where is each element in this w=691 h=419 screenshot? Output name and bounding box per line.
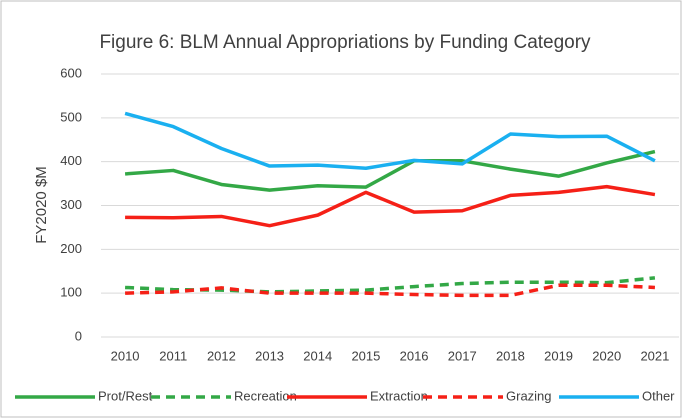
x-tick-label: 2014 [303, 348, 332, 363]
y-tick-label: 0 [75, 328, 82, 343]
legend-label: Extraction [370, 388, 428, 403]
line-series [125, 184, 656, 228]
x-tick-label: 2021 [640, 348, 669, 363]
x-tick-label: 2018 [496, 348, 525, 363]
x-tick-label: 2011 [159, 348, 187, 363]
x-tick-label: 2020 [592, 348, 621, 363]
y-tick-label: 200 [60, 241, 82, 256]
legend-label: Other [642, 388, 675, 403]
x-tick-label: 2015 [351, 348, 380, 363]
legend-label: Recreation [234, 388, 297, 403]
x-tick-label: 2016 [400, 348, 429, 363]
x-tick-label: 2012 [207, 348, 236, 363]
legend-label: Grazing [506, 388, 552, 403]
y-tick-label: 100 [60, 285, 82, 300]
chart-title: Figure 6: BLM Annual Appropriations by F… [99, 32, 591, 53]
line-series [125, 276, 656, 294]
line-series [124, 149, 656, 192]
x-tick-label: 2017 [448, 348, 477, 363]
y-tick-label: 300 [60, 197, 82, 212]
line-series [125, 283, 655, 298]
y-tick-label: 500 [60, 109, 82, 124]
x-tick-label: 2010 [111, 348, 140, 363]
x-tick-label: 2013 [255, 348, 284, 363]
legend-label: Prot/Rest [98, 388, 153, 403]
x-tick-label: 2019 [544, 348, 573, 363]
line-series [124, 111, 656, 170]
y-tick-label: 400 [60, 153, 82, 168]
y-axis-title: FY2020 $M [33, 166, 50, 244]
y-tick-label: 600 [60, 65, 82, 80]
